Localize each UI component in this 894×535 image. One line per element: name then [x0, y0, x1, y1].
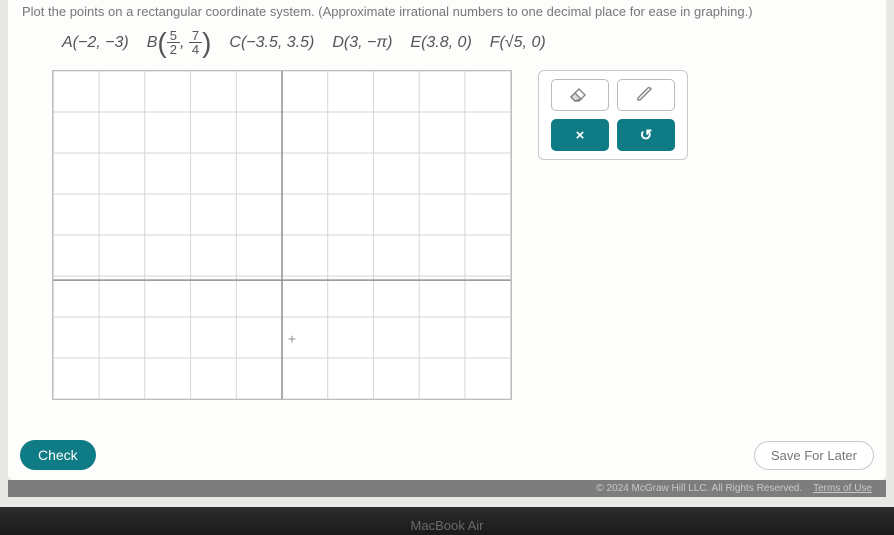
frac2-den: 4: [189, 43, 202, 56]
clear-button[interactable]: ×: [551, 119, 609, 151]
point-B-letter: B: [147, 34, 158, 52]
copyright-bar: © 2024 McGraw Hill LLC. All Rights Reser…: [8, 480, 886, 497]
bottom-bar: Check Save For Later: [20, 440, 874, 470]
point-F-coords: (√5, 0): [500, 34, 546, 52]
content-row: + ×: [22, 70, 872, 400]
eraser-button[interactable]: [551, 79, 609, 111]
point-C-coords: (−3.5, 3.5): [241, 34, 314, 52]
comma: ,: [180, 34, 189, 52]
terms-link[interactable]: Terms of Use: [813, 483, 872, 494]
frac1-den: 2: [167, 43, 180, 56]
check-button[interactable]: Check: [20, 440, 96, 470]
point-A: A(−2, −3): [62, 34, 129, 52]
graph-svg: +: [53, 71, 511, 399]
point-A-coords: (−2, −3): [73, 34, 129, 52]
left-paren: (: [157, 33, 166, 53]
tool-row-1: [547, 79, 679, 111]
right-paren: ): [202, 33, 211, 53]
points-list: A(−2, −3) B ( 5 2 , 7 4 ) C(−3.5, 3.5) D…: [22, 29, 872, 70]
point-C-letter: C: [229, 34, 241, 52]
tool-panel: × ↺: [538, 70, 688, 160]
svg-text:+: +: [288, 330, 296, 346]
coordinate-graph[interactable]: +: [52, 70, 512, 400]
pencil-button[interactable]: [617, 79, 675, 111]
tool-row-2: × ↺: [547, 119, 679, 151]
frac2-num: 7: [189, 29, 202, 43]
instructions-text: Plot the points on a rectangular coordin…: [22, 0, 872, 29]
point-C: C(−3.5, 3.5): [229, 34, 314, 52]
point-E-letter: E: [410, 34, 421, 52]
point-E: E(3.8, 0): [410, 34, 471, 52]
point-D-letter: D: [332, 34, 344, 52]
point-F-letter: F: [490, 34, 500, 52]
fraction-1: 5 2: [167, 29, 180, 56]
point-F: F(√5, 0): [490, 34, 546, 52]
device-label: MacBook Air: [411, 518, 484, 533]
save-for-later-button[interactable]: Save For Later: [754, 441, 874, 470]
fraction-2: 7 4: [189, 29, 202, 56]
point-E-coords: (3.8, 0): [421, 34, 472, 52]
point-A-letter: A: [62, 34, 73, 52]
frac1-num: 5: [167, 29, 180, 43]
point-D: D(3, −π): [332, 34, 392, 52]
pencil-icon: [635, 87, 657, 103]
eraser-icon: [569, 87, 591, 103]
point-D-coords: (3, −π): [344, 34, 393, 52]
question-panel: Plot the points on a rectangular coordin…: [8, 0, 886, 480]
undo-icon: ↺: [640, 126, 653, 144]
undo-button[interactable]: ↺: [617, 119, 675, 151]
clear-icon: ×: [576, 127, 585, 144]
copyright-text: © 2024 McGraw Hill LLC. All Rights Reser…: [596, 483, 802, 494]
point-B: B ( 5 2 , 7 4 ): [147, 29, 212, 56]
